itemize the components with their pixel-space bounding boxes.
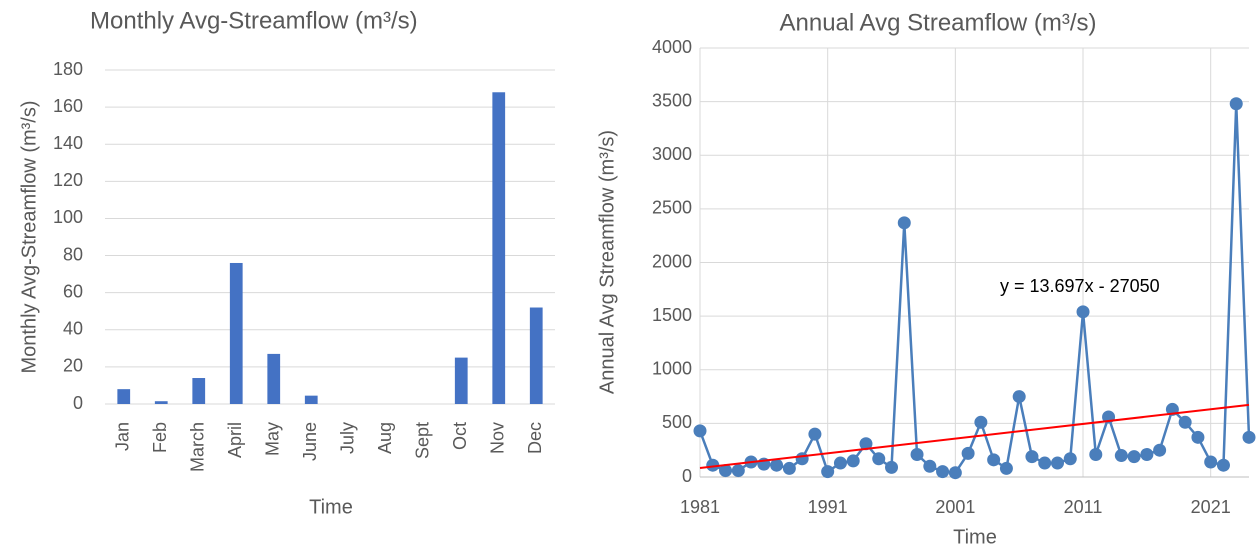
data-point [1063,452,1077,466]
data-point [872,452,886,466]
y-tick-label: 20 [63,356,83,376]
x-tick-label: May [263,422,283,456]
x-tick-label: Aug [375,422,395,454]
data-point [719,464,733,478]
x-tick-label: Sept [413,422,433,459]
data-point [1140,447,1154,461]
bar [192,378,206,404]
data-point [1153,443,1167,457]
data-point [987,453,1001,467]
bar [117,389,131,404]
trendline-equation: y = 13.697x - 27050 [1000,276,1160,296]
data-point [1038,456,1052,470]
bar [454,357,468,404]
trendline [699,403,1250,470]
data-point [1216,458,1230,472]
bar [267,353,281,404]
x-tick-label: 2011 [1064,497,1103,517]
x-tick-label: Feb [150,422,170,453]
series-line [698,103,1251,475]
data-point [1114,449,1128,463]
y-tick-label: 2500 [652,198,692,218]
y-tick-label: 1500 [652,305,692,325]
bar [529,307,543,404]
data-point [961,446,975,460]
data-point [948,466,962,480]
y-tick-label: 3500 [652,90,692,110]
data-point [897,216,911,230]
chart-title: Annual Avg Streamflow (m³/s) [779,9,1096,36]
y-tick-label: 180 [53,59,83,79]
data-point [821,465,835,479]
data-point [770,458,784,472]
y-axis-title: Monthly Avg-Streamflow (m³/s) [18,100,40,373]
y-tick-label: 2000 [652,251,692,271]
y-tick-label: 100 [53,207,83,227]
y-tick-label: 0 [682,466,692,486]
y-tick-label: 160 [53,96,83,116]
data-point [731,464,745,478]
x-axis-title: Time [309,496,353,518]
bar [154,401,168,404]
x-tick-label: April [225,422,245,458]
data-point [910,447,924,461]
data-point [782,461,796,475]
bar [492,92,506,405]
data-point [1076,305,1090,319]
y-tick-label: 1000 [652,359,692,379]
data-point [846,454,860,468]
y-axis-title: Annual Avg Streamflow (m³/s) [596,130,618,394]
x-tick-label: July [338,422,358,454]
bar [229,262,243,404]
y-tick-label: 140 [53,133,83,153]
data-point [1229,97,1243,111]
y-tick-label: 0 [73,393,83,413]
y-tick-label: 500 [662,412,692,432]
data-point [936,465,950,479]
data-point [808,427,822,441]
data-point [1204,455,1218,469]
x-tick-label: 2021 [1191,497,1231,517]
x-tick-label: Oct [450,422,470,450]
data-point [999,461,1013,475]
data-point [1089,447,1103,461]
data-point [795,452,809,466]
x-tick-label: Dec [525,422,545,454]
data-point [974,415,988,429]
data-point [1127,450,1141,464]
y-tick-label: 4000 [652,37,692,57]
data-point [859,437,873,451]
data-point [1012,390,1026,404]
x-tick-label: Nov [488,422,508,454]
x-tick-label: March [188,422,208,472]
data-point [1025,450,1039,464]
chart-title: Monthly Avg-Streamflow (m³/s) [90,7,418,34]
data-point [1191,430,1205,444]
y-tick-label: 40 [63,319,83,339]
data-point [706,458,720,472]
x-tick-label: June [300,422,320,461]
data-point [1178,415,1192,429]
x-tick-label: 1991 [808,497,848,517]
data-point [923,459,937,473]
data-point [693,424,707,438]
y-tick-label: 3000 [652,144,692,164]
x-tick-label: 2001 [935,497,975,517]
y-tick-label: 80 [63,244,83,264]
y-tick-label: 120 [53,170,83,190]
x-axis-title: Time [953,526,997,548]
data-point [1242,430,1256,444]
y-tick-label: 60 [63,281,83,301]
bar [304,395,318,404]
data-point [1050,456,1064,470]
x-tick-label: Jan [113,422,133,451]
data-point [885,460,899,474]
data-point [833,456,847,470]
x-tick-label: 1981 [680,497,720,517]
